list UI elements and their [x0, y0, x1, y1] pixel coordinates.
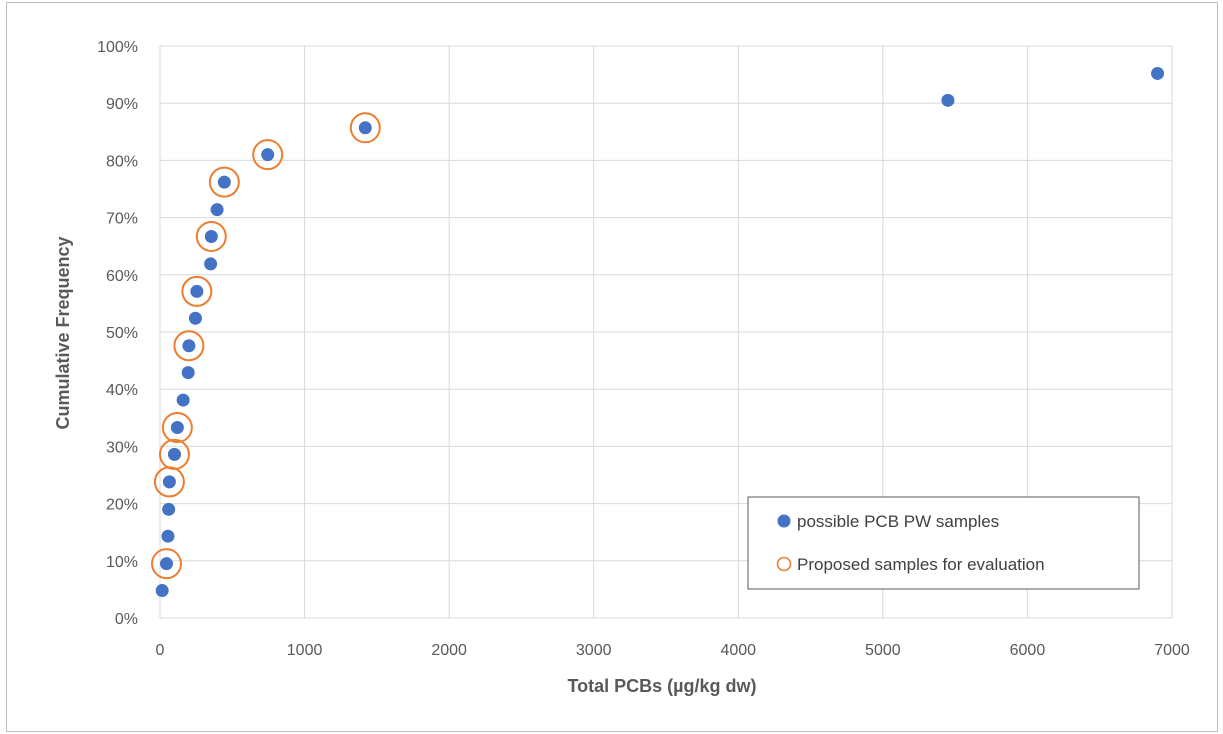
- data-point-proposed-sample: [208, 166, 240, 198]
- y-tick-label: 0%: [115, 611, 138, 628]
- y-tick-label: 20%: [106, 497, 138, 514]
- data-point-proposed-sample: [349, 112, 381, 144]
- data-point-possible-sample: [182, 339, 196, 353]
- data-point-possible-sample: [204, 229, 218, 243]
- x-tick-label: 0: [156, 642, 165, 659]
- legend-box: [747, 496, 1140, 590]
- data-point-possible-sample: [167, 447, 181, 461]
- y-tick-label: 40%: [106, 382, 138, 399]
- data-point-possible-sample: [188, 311, 202, 325]
- data-point-possible-sample: [204, 257, 218, 271]
- y-tick-label: 70%: [106, 211, 138, 228]
- x-tick-label: 6000: [1010, 642, 1046, 659]
- data-point-possible-sample: [162, 502, 176, 516]
- data-point-possible-sample: [162, 475, 176, 489]
- y-tick-label: 10%: [106, 554, 138, 571]
- data-point-possible-sample: [358, 121, 372, 135]
- y-tick-label: 50%: [106, 325, 138, 342]
- data-point-possible-sample: [190, 284, 204, 298]
- chart-svg: 0% 10% 20% 30% 40% 50% 60% 70% 80% 90% 100% 0 1000 20…: [53, 39, 1190, 696]
- legend-marker-proposed-samples: [776, 556, 792, 572]
- data-point-possible-sample: [170, 421, 184, 435]
- data-point-proposed-sample: [161, 412, 193, 444]
- x-tick-label: 2000: [431, 642, 467, 659]
- data-point-proposed-sample: [158, 438, 190, 470]
- y-tick-label: 60%: [106, 268, 138, 285]
- data-point-proposed-sample: [252, 139, 284, 171]
- y-tick-label: 30%: [106, 439, 138, 456]
- data-point-proposed-sample: [173, 330, 205, 362]
- legend-label-possible-samples: possible PCB PW samples: [797, 512, 999, 531]
- data-point-possible-sample: [210, 203, 224, 217]
- y-tick-label: 100%: [97, 39, 138, 56]
- legend-label-proposed-samples: Proposed samples for evaluation: [797, 555, 1045, 574]
- data-point-proposed-sample: [195, 220, 227, 252]
- x-axis-title: Total PCBs (µg/kg dw): [567, 676, 756, 696]
- tick-labels: 0% 10% 20% 30% 40% 50% 60% 70% 80% 90% 100% 0 1000 20…: [97, 39, 1190, 659]
- data-points: [151, 66, 1165, 598]
- data-point-possible-sample: [161, 529, 175, 543]
- x-tick-label: 7000: [1154, 642, 1190, 659]
- x-tick-label: 4000: [720, 642, 756, 659]
- data-point-possible-sample: [176, 393, 190, 407]
- data-point-proposed-sample: [151, 548, 183, 580]
- y-tick-label: 90%: [106, 96, 138, 113]
- y-axis-title: Cumulative Frequency: [53, 236, 73, 429]
- data-point-possible-sample: [941, 93, 955, 107]
- x-tick-label: 5000: [865, 642, 901, 659]
- chart-frame: 0% 10% 20% 30% 40% 50% 60% 70% 80% 90% 100% 0 1000 20…: [6, 2, 1218, 732]
- data-point-possible-sample: [181, 366, 195, 380]
- legend: possible PCB PW samples Proposed samples…: [747, 496, 1140, 590]
- data-point-possible-sample: [160, 557, 174, 571]
- grid-layer: [159, 45, 1173, 619]
- legend-marker-possible-samples: [777, 514, 791, 528]
- data-point-possible-sample: [155, 584, 169, 598]
- data-point-proposed-sample: [181, 275, 213, 307]
- y-tick-label: 80%: [106, 153, 138, 170]
- data-point-possible-sample: [1151, 66, 1165, 80]
- x-tick-label: 1000: [287, 642, 323, 659]
- data-point-possible-sample: [261, 148, 275, 162]
- x-tick-label: 3000: [576, 642, 612, 659]
- data-point-possible-sample: [217, 175, 231, 189]
